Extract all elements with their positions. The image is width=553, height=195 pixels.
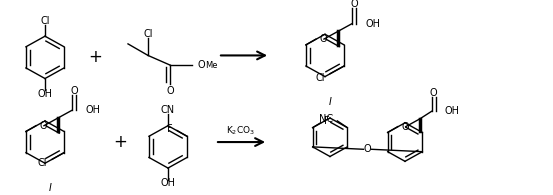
Text: OH: OH <box>366 19 381 29</box>
Text: Me: Me <box>205 61 217 70</box>
Text: Cl: Cl <box>143 29 153 39</box>
Text: +: + <box>88 48 102 66</box>
Text: OH: OH <box>86 105 101 115</box>
Text: F: F <box>324 116 329 126</box>
Text: OH: OH <box>160 178 175 188</box>
Text: I: I <box>328 97 331 107</box>
Text: O: O <box>40 121 48 131</box>
Text: I: I <box>49 183 51 193</box>
Text: F: F <box>168 124 173 134</box>
Text: O: O <box>350 0 358 9</box>
Text: O: O <box>197 60 205 70</box>
Text: O: O <box>166 86 174 96</box>
Text: O: O <box>320 34 327 44</box>
Text: OH: OH <box>38 89 53 99</box>
Text: O: O <box>70 86 78 96</box>
Text: Cl: Cl <box>40 16 50 26</box>
Text: Cl: Cl <box>38 158 47 168</box>
Text: K$_2$CO$_3$: K$_2$CO$_3$ <box>226 124 255 137</box>
Text: O: O <box>401 122 409 132</box>
Text: Cl: Cl <box>316 73 325 82</box>
Text: +: + <box>113 133 127 151</box>
Text: O: O <box>430 88 437 98</box>
Text: O: O <box>364 144 371 154</box>
Text: NC: NC <box>319 114 333 124</box>
Text: CN: CN <box>161 105 175 115</box>
Text: OH: OH <box>445 106 460 116</box>
